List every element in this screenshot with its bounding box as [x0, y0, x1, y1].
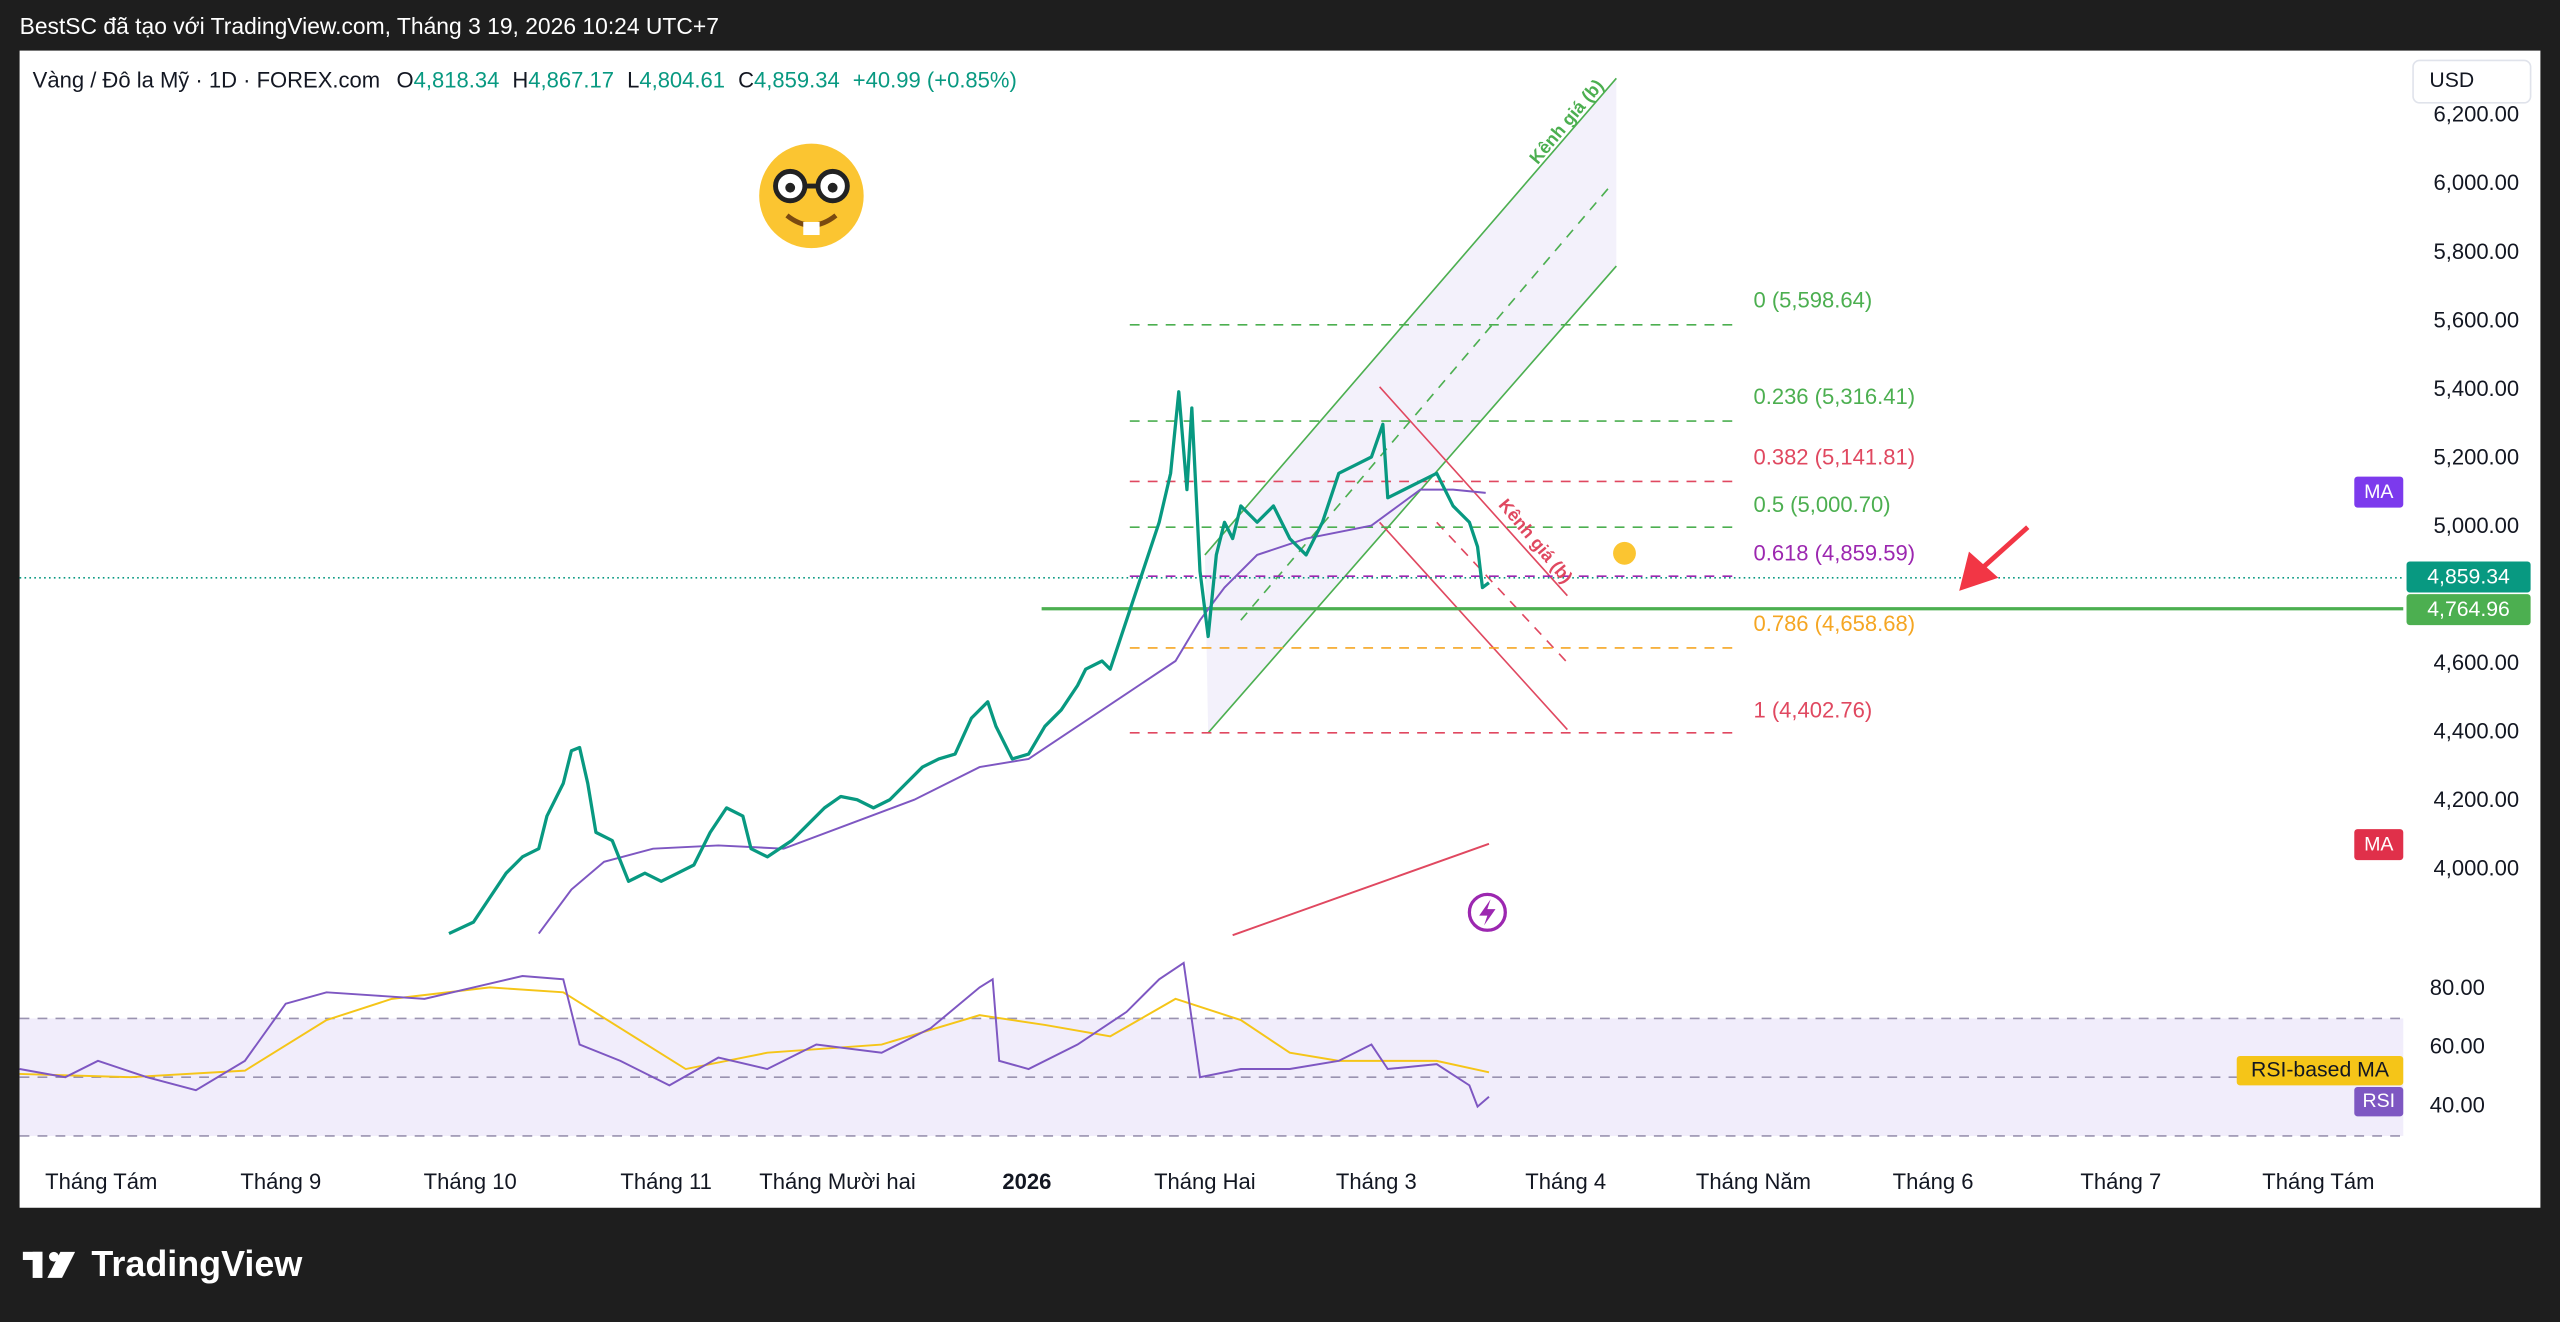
fib-label: 0.382 (5,141.81)	[1753, 444, 1915, 469]
price-axis-label: 5,800.00	[2433, 239, 2519, 264]
ohlc-value: 4,804.61	[639, 67, 725, 92]
alert-icon	[1467, 892, 1507, 932]
ohlc-label: H	[512, 67, 528, 92]
price-axis-label: 4,600.00	[2433, 650, 2519, 675]
ma-tag	[2354, 829, 2404, 861]
brand-logo	[22, 1251, 76, 1278]
brand-name: TradingView	[91, 1243, 302, 1284]
ohlc-label: L	[627, 67, 639, 92]
fib-label: 1 (4,402.76)	[1753, 697, 1872, 722]
rsi-levels	[19, 1017, 2404, 1137]
ohlc-value: 4,867.17	[528, 67, 614, 92]
ma-tag	[2354, 476, 2404, 508]
price-axis-label: 4,000.00	[2433, 856, 2519, 881]
price-axis-label: 6,200.00	[2433, 102, 2519, 127]
price-line	[448, 390, 1490, 936]
red-arrow	[1959, 525, 2030, 591]
price-axis-label: 6,000.00	[2433, 170, 2519, 195]
ma-tag-text: MA	[2364, 481, 2394, 503]
rsi-tag-text: RSI	[2362, 1090, 2395, 1112]
currency-button[interactable]	[2412, 59, 2532, 104]
price-axis-label: 5,400.00	[2433, 376, 2519, 401]
price-tag-text: 4,859.34	[2427, 565, 2510, 588]
rsi-ma-tag-text: RSI-based MA	[2251, 1058, 2390, 1081]
nerd-emoji	[759, 143, 864, 249]
header-caption: BestSC đã tạo với TradingView.com, Tháng…	[20, 13, 719, 39]
time-axis-label: Tháng Tám	[45, 1169, 157, 1194]
fib-label: 0.236 (5,316.41)	[1753, 384, 1915, 409]
price-axis-label: 4,400.00	[2433, 719, 2519, 744]
ohlc-value: 4,859.34	[754, 67, 840, 92]
ma-tag-text: MA	[2364, 834, 2394, 856]
fib-label: 0.618 (4,859.59)	[1753, 541, 1915, 566]
rsi-tag	[2354, 1086, 2404, 1117]
price-tag	[2406, 594, 2531, 626]
up-channel	[1204, 77, 1617, 734]
rsi-line	[19, 961, 1490, 1109]
channel-fill	[1204, 78, 1617, 733]
time-axis-label: Tháng Năm	[1696, 1169, 1811, 1194]
time-axis-label: Tháng 7	[2080, 1169, 2161, 1194]
price-axis-label: 5,200.00	[2433, 444, 2519, 469]
rsi-axis-label: 40.00	[2430, 1092, 2485, 1117]
time-axis-label: Tháng 3	[1336, 1169, 1417, 1194]
price-axis-label: 4,200.00	[2433, 787, 2519, 812]
time-axis-label: Tháng 11	[620, 1169, 711, 1194]
rsi-axis-label: 60.00	[2430, 1034, 2485, 1059]
price-tag-text: 4,764.96	[2427, 598, 2510, 621]
rsi-axis-label: 80.00	[2430, 975, 2485, 1000]
symbol-legend: Vàng / Đô la Mỹ · 1D · FOREX.com O4,818.3…	[33, 67, 1017, 92]
fib-label: 0.5 (5,000.70)	[1753, 492, 1890, 517]
rsi-ma-line	[19, 986, 1490, 1079]
time-axis-label: Tháng Mười hai	[759, 1169, 915, 1194]
ohlc-value: 4,818.34	[414, 67, 500, 92]
rsi-ma-tag	[2236, 1055, 2404, 1086]
fib-label: 0 (5,598.64)	[1753, 288, 1872, 313]
thinking-emoji	[1613, 541, 1636, 565]
symbol: Vàng / Đô la Mỹ · 1D · FOREX.com	[33, 67, 381, 92]
time-axis-label: Tháng 4	[1525, 1169, 1606, 1194]
ma-line	[537, 488, 1486, 935]
price-tag	[2406, 561, 2531, 593]
time-axis-label: 2026	[1002, 1169, 1051, 1194]
time-axis-label: Tháng Tám	[2262, 1169, 2374, 1194]
currency[interactable]: USD	[2429, 69, 2474, 92]
time-axis-label: Tháng Hai	[1154, 1169, 1256, 1194]
ohlc-label: O	[396, 67, 413, 92]
time-axis-label: Tháng 10	[424, 1169, 517, 1194]
time-axis-label: Tháng 6	[1893, 1169, 1974, 1194]
price-axis-label: 5,000.00	[2433, 513, 2519, 538]
price-axis-label: 5,600.00	[2433, 307, 2519, 332]
change: +40.99 (+0.85%)	[853, 67, 1017, 92]
ohlc-label: C	[738, 67, 754, 92]
time-axis-label: Tháng 9	[240, 1169, 321, 1194]
fib-label: 0.786 (4,658.68)	[1753, 611, 1915, 636]
fib-lines	[1129, 323, 1738, 734]
ma-long-line	[1232, 842, 1490, 937]
